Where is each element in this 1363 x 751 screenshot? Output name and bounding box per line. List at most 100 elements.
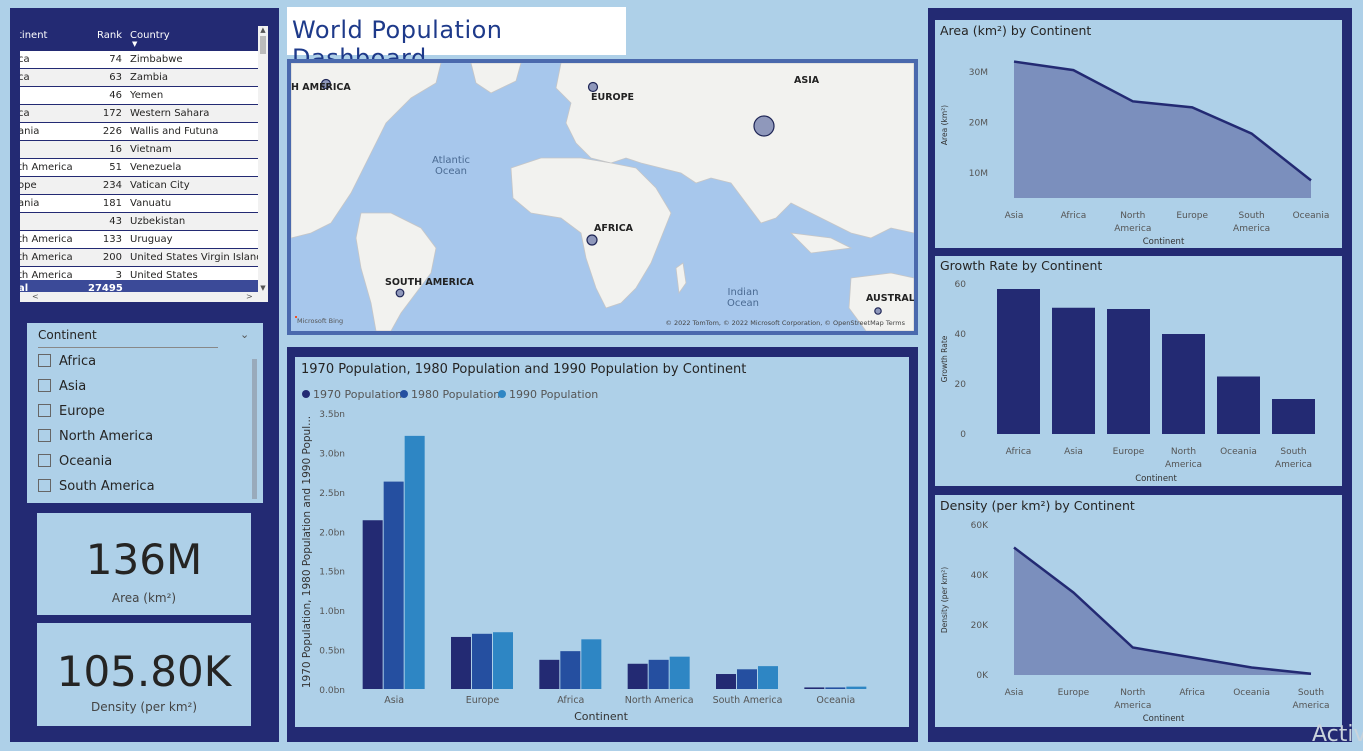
bar[interactable]: [648, 659, 669, 689]
scrollbar-thumb[interactable]: [260, 36, 266, 54]
y-tick-label: 3.0bn: [319, 449, 345, 459]
table-horizontal-scrollbar[interactable]: < >: [20, 292, 258, 302]
x-tick-label: Europe: [466, 695, 500, 706]
chart-title: Area (km²) by Continent: [940, 23, 1091, 38]
bar[interactable]: [1052, 307, 1095, 434]
y-tick-label: 20M: [969, 118, 988, 128]
table-row[interactable]: ca 63 Zambia: [20, 69, 258, 87]
bar[interactable]: [493, 632, 513, 689]
x-axis-title: Continent: [1143, 714, 1185, 724]
bar[interactable]: [737, 669, 757, 689]
legend-label[interactable]: 1990 Population: [509, 388, 598, 401]
legend-label[interactable]: 1980 Population: [411, 388, 500, 401]
cell-rank: 234: [102, 180, 122, 191]
bar[interactable]: [451, 636, 471, 689]
cell-country: Vietnam: [130, 144, 172, 155]
table-row[interactable]: th America 200 United States Virgin Island…: [20, 249, 258, 267]
checkbox[interactable]: [38, 429, 51, 442]
map-ocean-indian: Indian Ocean: [727, 287, 759, 309]
table-row[interactable]: 46 Yemen: [20, 87, 258, 105]
checkbox[interactable]: [38, 379, 51, 392]
country-table[interactable]: tinent Rank Country ▼ ca 74 Zimbabwe ca 63 Za…: [20, 26, 258, 302]
slicer-item[interactable]: Asia: [38, 379, 86, 394]
checkbox[interactable]: [38, 404, 51, 417]
density-by-continent-chart[interactable]: Density (per km²) by Continent 0K 20K 40K 60…: [935, 495, 1342, 727]
map-bubble-africa: [586, 234, 598, 246]
table-row[interactable]: ania 226 Wallis and Futuna: [20, 123, 258, 141]
slicer-item[interactable]: North America: [38, 429, 153, 444]
chevron-down-icon[interactable]: ⌄: [240, 328, 250, 341]
slicer-item[interactable]: Oceania: [38, 454, 112, 469]
slicer-item[interactable]: South America: [38, 479, 155, 494]
bar[interactable]: [1217, 376, 1260, 435]
table-row[interactable]: 16 Vietnam: [20, 141, 258, 159]
slicer-item[interactable]: Europe: [38, 404, 105, 419]
cell-country: Uzbekistan: [130, 216, 186, 227]
map-label-asia: ASIA: [794, 75, 820, 86]
checkbox[interactable]: [38, 479, 51, 492]
bar[interactable]: [472, 633, 492, 689]
slicer-title: Continent: [38, 328, 97, 342]
slicer-item-label: North America: [59, 429, 154, 444]
y-tick-label: 30M: [969, 68, 988, 78]
bar[interactable]: [669, 656, 690, 689]
table-row[interactable]: ania 181 Vanuatu: [20, 195, 258, 213]
bar[interactable]: [362, 520, 383, 689]
area-line[interactable]: [1013, 546, 1312, 675]
table-row[interactable]: th America 133 Uruguay: [20, 231, 258, 249]
checkbox[interactable]: [38, 354, 51, 367]
table-row[interactable]: 43 Uzbekistan: [20, 213, 258, 231]
y-tick-label: 20: [955, 380, 967, 390]
scroll-down-icon[interactable]: ▼: [260, 284, 266, 292]
table-header: tinent Rank Country ▼: [20, 26, 258, 51]
slicer-item[interactable]: Africa: [38, 354, 96, 369]
bar[interactable]: [804, 687, 825, 689]
bar[interactable]: [539, 659, 560, 689]
bar[interactable]: [758, 666, 778, 689]
bar[interactable]: [581, 639, 602, 689]
bar[interactable]: [1107, 309, 1150, 434]
bar[interactable]: [560, 651, 581, 689]
bar[interactable]: [1272, 399, 1315, 434]
col-rank-header[interactable]: Rank: [97, 30, 122, 41]
legend-marker: [400, 390, 408, 398]
cell-rank: 226: [102, 126, 122, 137]
scroll-left-icon[interactable]: <: [32, 292, 39, 301]
bar[interactable]: [383, 481, 404, 689]
x-tick-label: Oceania: [1220, 447, 1257, 457]
map-attribution[interactable]: © 2022 TomTom, © 2022 Microsoft Corporat…: [665, 319, 905, 327]
cell-country: Zimbabwe: [130, 54, 183, 65]
table-row[interactable]: ca 172 Western Sahara: [20, 105, 258, 123]
x-axis-title: Continent: [1143, 237, 1185, 247]
table-vertical-scrollbar[interactable]: ▲ ▼: [258, 26, 268, 302]
world-map[interactable]: H AMERICA EUROPE ASIA AFRICA SOUTH AMERI…: [291, 63, 914, 331]
scroll-up-icon[interactable]: ▲: [260, 26, 266, 34]
x-axis-title: Continent: [1135, 474, 1177, 484]
bar[interactable]: [997, 289, 1040, 434]
area-line[interactable]: [1013, 60, 1312, 182]
bar[interactable]: [1162, 334, 1205, 434]
table-row[interactable]: ca 74 Zimbabwe: [20, 51, 258, 69]
population-bar-chart[interactable]: 1970 Population, 1980 Population and 199…: [295, 357, 909, 727]
slicer-scrollbar[interactable]: [252, 359, 257, 499]
cell-rank: 133: [102, 234, 122, 245]
bar[interactable]: [627, 663, 648, 689]
x-tick-label: North America: [1165, 447, 1202, 470]
col-country-header[interactable]: Country: [130, 30, 170, 41]
bar[interactable]: [404, 435, 425, 689]
map-label-africa: AFRICA: [594, 223, 634, 234]
checkbox[interactable]: [38, 454, 51, 467]
growth-rate-chart[interactable]: Growth Rate by Continent 0 20 40 60 Africa Asi…: [935, 256, 1342, 486]
bar[interactable]: [825, 687, 846, 689]
table-row[interactable]: th America 51 Venezuela: [20, 159, 258, 177]
legend-label[interactable]: 1970 Population: [313, 388, 402, 401]
col-continent-header[interactable]: tinent: [20, 30, 48, 41]
x-tick-label: Africa: [1006, 447, 1032, 457]
density-chart-panel: [935, 495, 1342, 727]
bar[interactable]: [846, 686, 867, 689]
bar[interactable]: [716, 674, 736, 689]
scroll-right-icon[interactable]: >: [246, 292, 253, 301]
map-bubble-asia: [753, 115, 775, 137]
area-by-continent-chart[interactable]: Area (km²) by Continent 10M 20M 30M Asia Afri…: [935, 20, 1342, 248]
table-row[interactable]: ope 234 Vatican City: [20, 177, 258, 195]
